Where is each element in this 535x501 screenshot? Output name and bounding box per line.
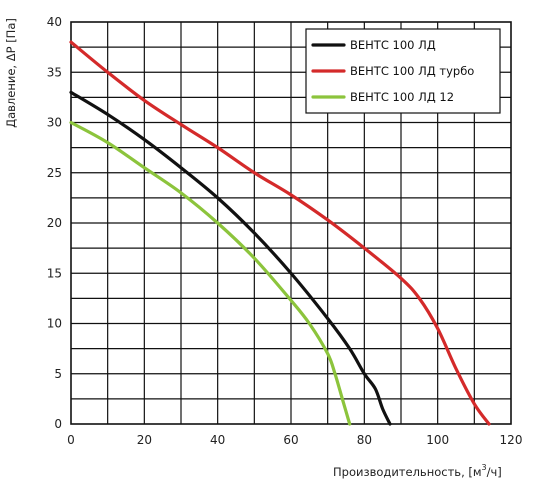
x-axis-label: Производительность, [м3/ч] xyxy=(333,463,502,479)
series-line-vents-100-ld xyxy=(69,90,392,426)
y-tick-label: 5 xyxy=(54,367,62,381)
plot-frame xyxy=(70,21,512,425)
x-axis-label-main: Производительность, [м xyxy=(333,465,482,479)
y-tick-label: 15 xyxy=(47,266,62,280)
x-tick-labels: 0 20 40 60 80 100 120 xyxy=(67,433,522,447)
x-axis-label-suffix: /ч] xyxy=(487,465,502,479)
y-axis-label: Давление, ΔP [Па] xyxy=(4,18,18,128)
legend-label-vents-100-ld-12: ВЕНТС 100 ЛД 12 xyxy=(350,90,454,104)
series-line-vents-100-ld-12 xyxy=(69,120,352,426)
x-tick-label: 20 xyxy=(137,433,152,447)
x-tick-label: 80 xyxy=(357,433,372,447)
x-tick-label: 0 xyxy=(67,433,75,447)
x-tick-label: 120 xyxy=(500,433,523,447)
y-tick-label: 25 xyxy=(47,166,62,180)
y-tick-label: 30 xyxy=(47,116,62,130)
x-tick-label: 60 xyxy=(283,433,298,447)
legend-label-vents-100-ld-turbo: ВЕНТС 100 ЛД турбо xyxy=(350,64,474,78)
y-tick-label: 20 xyxy=(47,216,62,230)
x-axis-label-sup: 3 xyxy=(482,463,487,472)
y-tick-label: 0 xyxy=(54,417,62,431)
y-tick-label: 10 xyxy=(47,317,62,331)
series-line-vents-100-ld-turbo xyxy=(69,40,491,426)
y-tick-label: 40 xyxy=(47,15,62,29)
legend-label-vents-100-ld: ВЕНТС 100 ЛД xyxy=(350,38,436,52)
y-tick-labels: 0 5 10 15 20 25 30 35 40 xyxy=(47,15,62,431)
x-tick-label: 40 xyxy=(210,433,225,447)
series-group xyxy=(69,40,491,426)
x-tick-label: 100 xyxy=(426,433,449,447)
y-tick-label: 35 xyxy=(47,65,62,79)
legend: ВЕНТС 100 ЛД ВЕНТС 100 ЛД турбо ВЕНТС 100 … xyxy=(305,28,501,114)
grid xyxy=(71,22,511,424)
